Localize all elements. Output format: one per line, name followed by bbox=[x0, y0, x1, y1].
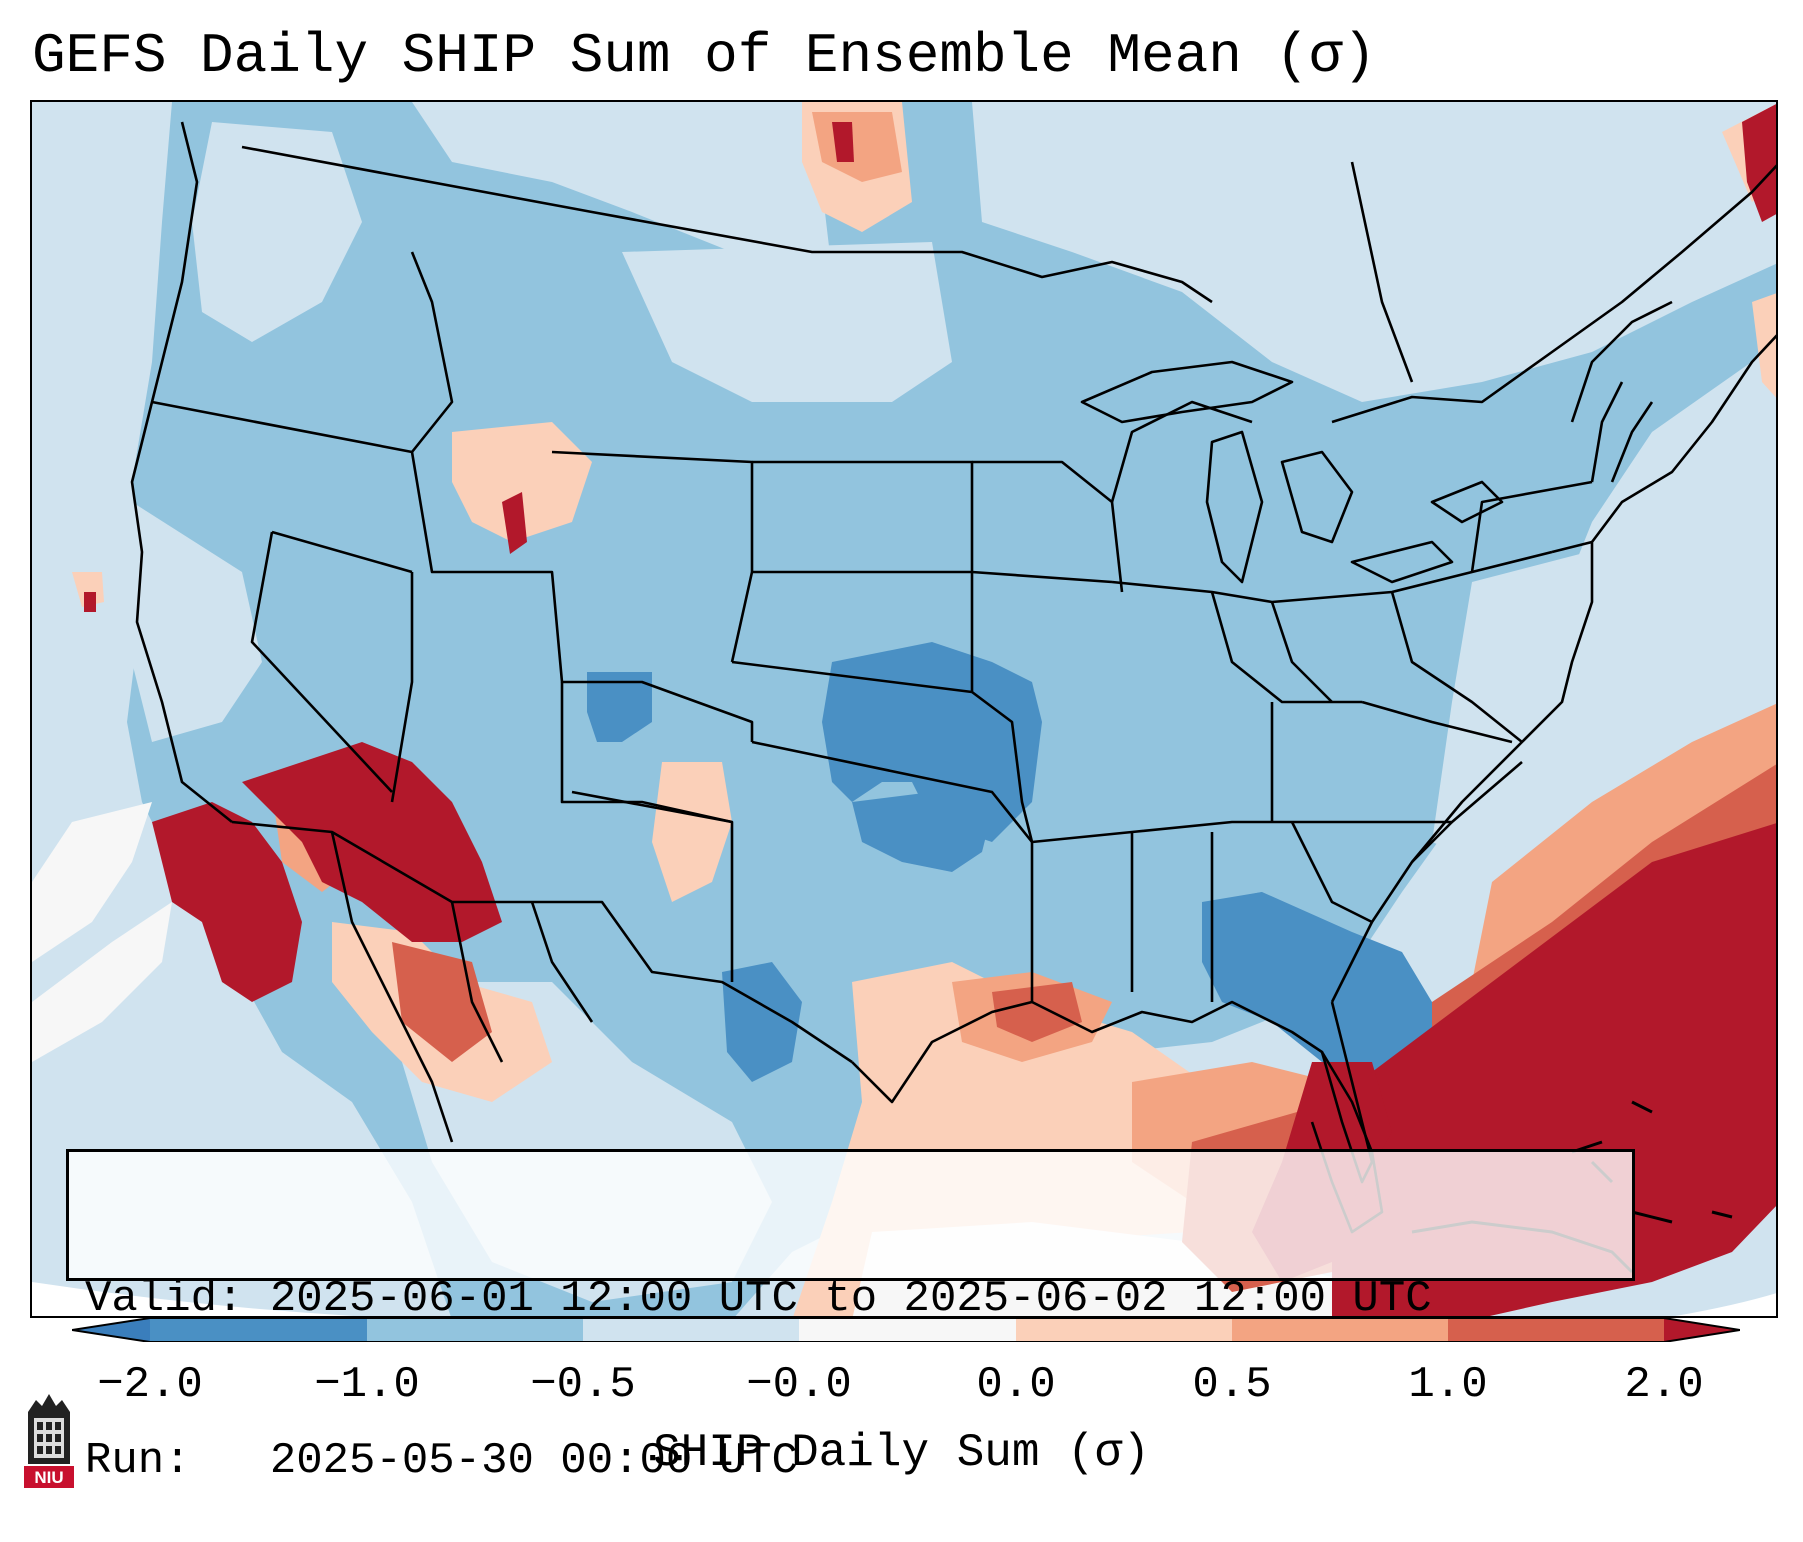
valid-time-value: 2025-06-01 12:00 UTC to 2025-06-02 12:00… bbox=[269, 1274, 1432, 1324]
extreme-positive-labrador bbox=[1742, 104, 1776, 222]
colorbar-bin-neg2-neg1 bbox=[150, 1318, 367, 1342]
extreme-positive-oregon bbox=[84, 592, 96, 612]
slight-negative-patch-california bbox=[132, 502, 262, 742]
colorbar-tick-label: −1.0 bbox=[314, 1360, 420, 1410]
boundary-lines bbox=[130, 121, 1776, 1274]
map-title: GEFS Daily SHIP Sum of Ensemble Mean (σ) bbox=[32, 24, 1377, 88]
colorbar-tick-label: −0.0 bbox=[746, 1360, 852, 1410]
valid-run-info-box: Valid: 2025-06-01 12:00 UTC to 2025-06-0… bbox=[66, 1149, 1635, 1486]
slight-negative-patch-atlantic bbox=[1432, 503, 1776, 862]
colorbar-axis-label: SHIP Daily Sum (σ) bbox=[653, 1427, 1150, 1479]
colorbar-bin-neg1-neg05 bbox=[367, 1318, 583, 1342]
strong-negative-colorado bbox=[587, 672, 652, 742]
slight-negative-patch-northwest bbox=[192, 122, 362, 342]
slight-positive-new-england bbox=[1752, 293, 1776, 398]
neutral-pacific-band-2 bbox=[32, 902, 172, 1062]
colorbar-extend-low bbox=[72, 1318, 150, 1342]
niu-tower-logo-icon: NIU bbox=[24, 1394, 74, 1488]
strong-negative-oklahoma bbox=[852, 792, 992, 872]
moderate-positive-atlantic-fringe bbox=[1472, 703, 1776, 982]
extreme-positive-baja bbox=[152, 802, 302, 1002]
strong-positive-texas bbox=[992, 982, 1082, 1042]
slight-negative-patch-plains bbox=[622, 242, 952, 402]
map-panel bbox=[30, 100, 1778, 1318]
colorbar-bin-05-1 bbox=[1232, 1318, 1448, 1342]
colorbar-tick-label: −0.5 bbox=[530, 1360, 636, 1410]
extreme-positive-manitoba bbox=[832, 122, 854, 162]
run-time-row: Run: 2025-05-30 00:00 UTC bbox=[85, 1434, 1632, 1488]
niu-logo-text: NIU bbox=[34, 1468, 63, 1487]
ship-anomaly-map bbox=[32, 102, 1776, 1316]
projection-edge-bottom-right bbox=[1675, 1293, 1776, 1316]
valid-label: Valid: bbox=[85, 1274, 244, 1324]
colorbar-tick-label: 0.5 bbox=[1192, 1360, 1272, 1410]
colorbar-bin-0-05 bbox=[1016, 1318, 1232, 1342]
valid-time-row: Valid: 2025-06-01 12:00 UTC to 2025-06-0… bbox=[85, 1272, 1632, 1326]
run-time-value: 2025-05-30 00:00 UTC bbox=[269, 1436, 798, 1486]
run-label: Run: bbox=[85, 1436, 191, 1486]
projection-edge-bottom-left bbox=[32, 1282, 354, 1316]
colorbar bbox=[72, 1318, 1740, 1342]
colorbar-bin-zero bbox=[799, 1318, 1016, 1342]
colorbar-tick-label: 0.0 bbox=[976, 1360, 1056, 1410]
colorbar-tick-label: 1.0 bbox=[1408, 1360, 1488, 1410]
colorbar-extend-high bbox=[1664, 1318, 1740, 1342]
slight-positive-newmexico bbox=[652, 762, 732, 902]
slight-negative-patch-canada bbox=[972, 102, 1776, 402]
strong-negative-alabama bbox=[1212, 892, 1282, 982]
neutral-pacific-band bbox=[32, 802, 152, 962]
colorbar-bin-1-2 bbox=[1448, 1318, 1664, 1342]
slight-negative-patch-montana bbox=[412, 102, 832, 272]
extreme-positive-idaho bbox=[502, 492, 527, 554]
colorbar-tick-label: −2.0 bbox=[97, 1360, 203, 1410]
colorbar-tick-label: 2.0 bbox=[1624, 1360, 1704, 1410]
colorbar-bin-neg05-0 bbox=[583, 1318, 799, 1342]
